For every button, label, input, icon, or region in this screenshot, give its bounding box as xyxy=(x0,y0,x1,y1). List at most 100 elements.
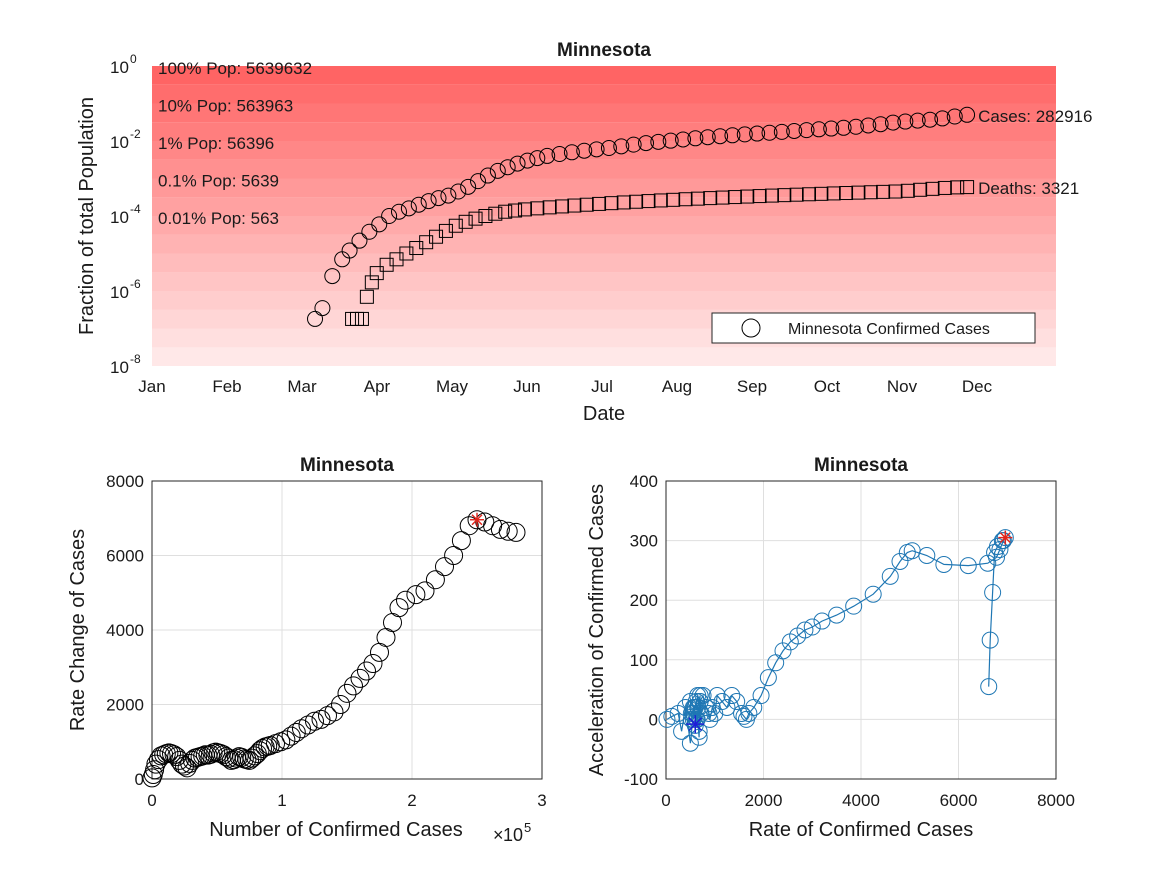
rate-change-point xyxy=(292,719,311,739)
deaths-series xyxy=(345,180,975,326)
y-tick-label: 6000 xyxy=(106,547,144,566)
deaths-point xyxy=(419,235,434,250)
top-y-tick-exponent: -4 xyxy=(130,202,141,216)
top-x-tick-label: Sep xyxy=(737,377,767,396)
cases-point xyxy=(519,152,536,169)
cases-point xyxy=(551,146,568,163)
cases-point xyxy=(835,119,852,136)
rate-change-point xyxy=(363,654,383,674)
cases-point xyxy=(922,111,939,128)
rate-change-point xyxy=(498,521,518,541)
cases-point xyxy=(637,135,654,152)
rate-change-point xyxy=(415,581,435,601)
acceleration-point xyxy=(979,554,997,572)
cases-point xyxy=(613,138,630,155)
deaths-point xyxy=(389,252,404,267)
deaths-point xyxy=(616,195,631,210)
deaths-point xyxy=(666,192,681,207)
top-x-tick-label: Mar xyxy=(287,377,317,396)
acceleration-point xyxy=(803,618,821,636)
cases-annotation: Cases: 282916 xyxy=(978,107,1092,126)
cases-point xyxy=(576,142,593,159)
deaths-point xyxy=(399,246,414,261)
deaths-point xyxy=(937,180,952,195)
deaths-point xyxy=(863,185,878,200)
acceleration-point xyxy=(688,710,706,728)
cases-point xyxy=(749,125,766,142)
top-x-tick-label: Feb xyxy=(212,377,241,396)
cases-point xyxy=(351,232,368,249)
cases-point xyxy=(897,113,914,130)
rate-change-point xyxy=(214,745,233,765)
deaths-point xyxy=(960,180,975,195)
deaths-point xyxy=(653,193,668,208)
start-star-stroke xyxy=(688,717,703,731)
cases-point xyxy=(410,196,427,213)
deaths-point xyxy=(498,204,513,219)
bottom-left-x-axis-label: Number of Confirmed Cases xyxy=(209,819,462,841)
x-exponent-base: 10 xyxy=(503,825,523,845)
x-tick-label: 0 xyxy=(147,791,156,810)
x-exponent-power: 5 xyxy=(524,820,531,835)
deaths-point xyxy=(409,241,424,256)
x-tick-label: 1 xyxy=(277,791,286,810)
deaths-point xyxy=(764,188,779,203)
top-x-tick-label: Jan xyxy=(138,377,165,396)
deaths-point xyxy=(826,186,841,201)
acceleration-series xyxy=(658,529,1014,752)
acceleration-point xyxy=(991,541,1009,559)
bottom-left-axes-box xyxy=(151,480,543,780)
deaths-point xyxy=(913,182,928,197)
acceleration-point xyxy=(980,678,998,696)
cases-point xyxy=(440,187,457,204)
population-band xyxy=(152,103,1056,123)
top-x-tick-label: Jun xyxy=(513,377,540,396)
top-x-tick-label: Aug xyxy=(662,377,692,396)
acceleration-point xyxy=(959,557,977,575)
deaths-point xyxy=(429,229,444,244)
population-band xyxy=(152,178,1056,198)
top-y-tick-exponent: -8 xyxy=(130,352,141,366)
acceleration-point xyxy=(681,734,699,752)
rate-change-point xyxy=(318,706,337,726)
rate-change-point xyxy=(169,750,189,770)
rate-change-point xyxy=(344,676,363,696)
rate-change-point xyxy=(286,722,306,742)
deaths-point xyxy=(641,194,656,209)
cases-point xyxy=(810,121,827,138)
deaths-point xyxy=(703,191,718,206)
deaths-point xyxy=(542,200,557,215)
rate-change-point xyxy=(145,760,165,780)
top-y-tick-exponent: 0 xyxy=(130,52,137,66)
acceleration-point xyxy=(774,642,792,660)
rate-change-point xyxy=(337,683,357,703)
acceleration-point xyxy=(864,585,882,603)
top-y-axis-label: Fraction of total Population xyxy=(76,97,98,335)
cases-point xyxy=(786,122,803,139)
cases-point xyxy=(847,118,864,135)
deaths-point xyxy=(715,190,730,205)
population-band xyxy=(152,253,1056,273)
cases-point xyxy=(479,167,496,184)
top-y-tick-base: 10 xyxy=(110,133,129,152)
cases-point xyxy=(529,150,546,167)
rate-change-point xyxy=(357,661,376,681)
population-band xyxy=(152,291,1056,310)
y-tick-label: 2000 xyxy=(106,696,144,715)
cases-point xyxy=(341,242,358,259)
rate-change-point xyxy=(451,531,471,551)
rate-change-point xyxy=(506,522,526,542)
deaths-annotation: Deaths: 3321 xyxy=(978,179,1079,198)
deaths-point xyxy=(448,218,463,233)
deaths-point xyxy=(629,194,644,209)
cases-point xyxy=(625,136,642,153)
population-band xyxy=(152,197,1056,216)
deaths-point xyxy=(752,189,767,204)
x-tick-label: 2 xyxy=(407,791,416,810)
y-tick-label: 0 xyxy=(135,770,144,789)
top-x-tick-label: May xyxy=(436,377,469,396)
latest-star-stroke xyxy=(471,514,483,526)
acceleration-point xyxy=(658,710,676,728)
bottom-right-axes-box xyxy=(665,480,1057,780)
top-x-tick-label: Jul xyxy=(591,377,613,396)
